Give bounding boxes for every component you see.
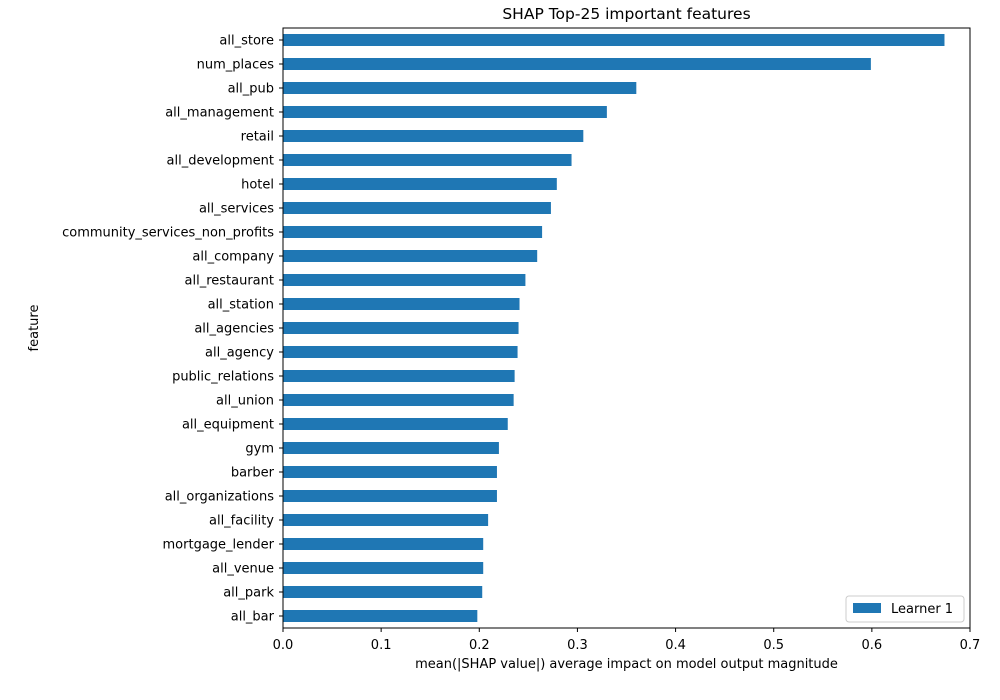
x-axis-label: mean(|SHAP value|) average impact on mod… [415, 657, 838, 672]
bar-all_equipment [283, 418, 508, 430]
legend: Learner 1 [845, 595, 965, 623]
bar-all_organizations [283, 490, 497, 502]
bar-gym [283, 442, 499, 454]
y-tick-label: all_development [167, 154, 274, 169]
bar-all_venue [283, 562, 484, 574]
y-tick-label: all_organizations [165, 490, 275, 505]
plot-area-frame [282, 27, 971, 629]
y-tick-label: all_station [208, 298, 274, 313]
bar-all_station [283, 298, 520, 310]
legend-swatch [853, 603, 881, 613]
y-tick-label: retail [241, 130, 274, 145]
y-tick-label: all_company [192, 250, 274, 265]
x-axis-ticks: 0.0 0.1 0.2 0.3 0.4 0.5 0.6 0.7 [273, 628, 981, 653]
bar-all_facility [283, 514, 489, 526]
chart-title: SHAP Top-25 important features [502, 5, 750, 23]
y-tick-label: all_agency [205, 346, 274, 361]
y-tick-label: all_venue [212, 562, 274, 577]
bars-group [283, 34, 945, 622]
y-tick-label: public_relations [172, 370, 274, 385]
bar-barber [283, 466, 497, 478]
bar-all_development [283, 154, 572, 166]
x-tick-label: 0.6 [862, 638, 883, 653]
y-tick-label: all_pub [228, 82, 274, 97]
bar-all_agencies [283, 322, 519, 334]
y-tick-label: barber [231, 466, 275, 481]
legend-label: Learner 1 [891, 602, 953, 617]
bar-community_services_non_profits [283, 226, 543, 238]
bar-all_park [283, 586, 483, 598]
bar-all_bar [283, 610, 478, 622]
y-tick-label: all_management [165, 106, 274, 121]
x-tick-label: 0.1 [371, 638, 392, 653]
x-tick-label: 0.4 [665, 638, 686, 653]
x-tick-label: 0.3 [567, 638, 588, 653]
y-tick-label: mortgage_lender [163, 538, 275, 553]
y-tick-label: all_agencies [194, 322, 274, 337]
y-tick-label: all_bar [231, 610, 275, 625]
bar-num_places [283, 58, 871, 70]
y-tick-label: num_places [197, 58, 275, 73]
bar-all_store [283, 34, 945, 46]
bar-all_restaurant [283, 274, 526, 286]
y-axis-ticks: all_store num_places all_pub all_management… [62, 34, 283, 625]
y-tick-label: all_store [219, 34, 274, 49]
bar-mortgage_lender [283, 538, 484, 550]
bar-retail [283, 130, 584, 142]
y-tick-label: all_equipment [182, 418, 274, 433]
bar-all_services [283, 202, 551, 214]
y-axis-label: feature [27, 305, 42, 352]
bar-public_relations [283, 370, 515, 382]
x-tick-label: 0.5 [763, 638, 784, 653]
bar-all_company [283, 250, 538, 262]
x-tick-label: 0.7 [960, 638, 981, 653]
y-tick-label: all_park [223, 586, 274, 601]
bar-hotel [283, 178, 557, 190]
y-tick-label: hotel [241, 178, 274, 193]
legend-box [845, 595, 965, 623]
y-tick-label: all_services [199, 202, 274, 217]
bar-all_pub [283, 82, 637, 94]
y-tick-label: gym [245, 442, 274, 457]
y-tick-label: community_services_non_profits [62, 226, 274, 241]
bar-all_agency [283, 346, 518, 358]
y-tick-label: all_facility [209, 514, 274, 529]
y-tick-label: all_union [216, 394, 274, 409]
x-tick-label: 0.0 [273, 638, 294, 653]
x-tick-label: 0.2 [469, 638, 490, 653]
bar-all_management [283, 106, 607, 118]
bar-all_union [283, 394, 514, 406]
y-tick-label: all_restaurant [185, 274, 274, 289]
